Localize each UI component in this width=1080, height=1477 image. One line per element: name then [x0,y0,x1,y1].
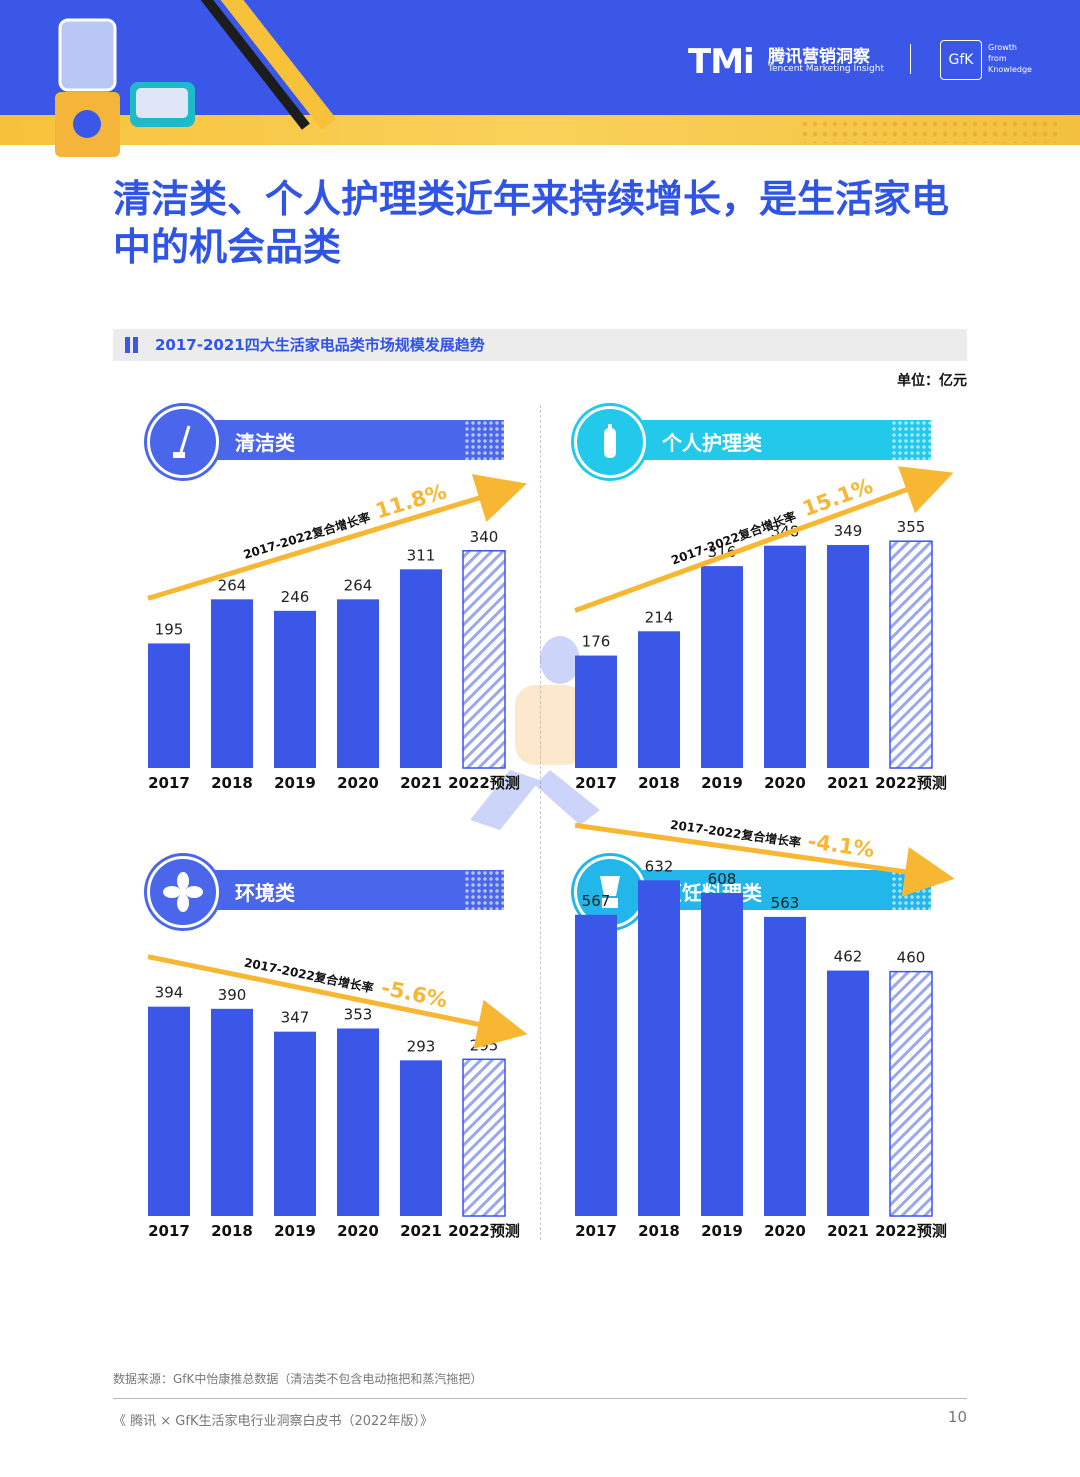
category-title: 环境类 [235,881,295,905]
page-title: 清洁类、个人护理类近年来持续增长，是生活家电中的机会品类 [113,177,950,269]
category-pill [634,420,931,460]
stripe-dots [800,119,1060,143]
cagr-label: 2017-2022复合增长率 [669,817,802,850]
footer-publication: 《 腾讯 × GfK生活家电行业洞察白皮书（2022年版）》 [113,1414,434,1429]
page-number: 10 [947,1408,967,1426]
logo-separator [910,44,911,74]
section-marker [133,337,138,353]
tencent-logo-cn: 腾讯营销洞察 [768,47,870,67]
running-person-illustration [470,636,600,830]
section-marker [125,337,130,353]
pill-dots [891,420,931,460]
category-pill [207,870,504,910]
pill-dots [891,870,931,910]
pill-dots [464,420,504,460]
fan-icon [147,856,219,928]
toothbrush-icon [574,406,646,478]
panel-divider [540,405,541,1240]
section-header: 2017-2021四大生活家电品类市场规模发展趋势 [113,329,967,361]
category-title: 清洁类 [235,431,295,455]
category-pill [207,420,504,460]
section-title: 2017-2021四大生活家电品类市场规模发展趋势 [155,336,485,354]
category-title: 个人护理类 [662,431,762,455]
blender-icon [574,856,646,928]
footer-divider [113,1398,967,1399]
gfk-tagline: Growth from Knowledge [988,43,1032,74]
gfk-logo: GfK [940,40,982,80]
chart-panel-cooking: 烹饪料理类 [574,850,974,1250]
vacuum-icon [147,406,219,478]
chart-panel-environment: 环境类 [147,850,547,1250]
chart-panel-cleaning: 清洁类 [147,400,547,800]
pill-dots [464,870,504,910]
chart-panel-personal-care: 个人护理类 [574,400,974,800]
category-title: 烹饪料理类 [662,881,762,905]
data-source-note: 数据来源：GfK中怡康推总数据（清洁类不包含电动拖把和蒸汽拖把） [113,1372,483,1386]
tencent-logo-en: Tencent Marketing Insight [768,64,884,74]
tmi-logo: TMi [688,42,755,82]
unit-label: 单位：亿元 [897,373,967,389]
appliance-illustration [55,18,195,157]
